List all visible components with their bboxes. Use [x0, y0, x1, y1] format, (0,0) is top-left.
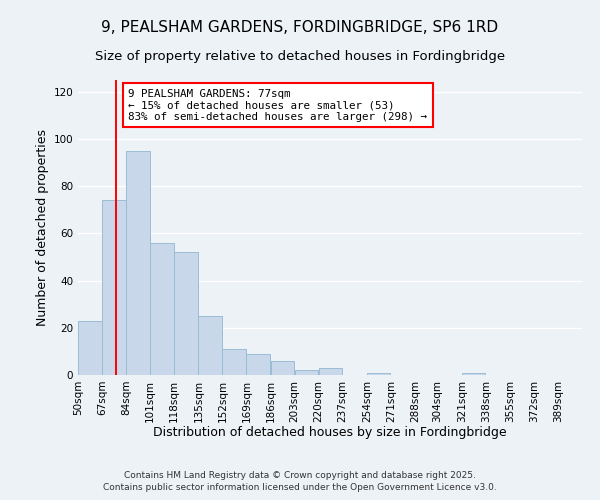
- Bar: [295, 370, 318, 375]
- Bar: [271, 361, 294, 375]
- Y-axis label: Number of detached properties: Number of detached properties: [36, 129, 49, 326]
- X-axis label: Distribution of detached houses by size in Fordingbridge: Distribution of detached houses by size …: [153, 426, 507, 439]
- Bar: [199, 316, 222, 375]
- Bar: [150, 243, 174, 375]
- Bar: [174, 252, 198, 375]
- Bar: [126, 151, 150, 375]
- Bar: [102, 200, 126, 375]
- Bar: [461, 372, 485, 375]
- Text: Contains public sector information licensed under the Open Government Licence v3: Contains public sector information licen…: [103, 484, 497, 492]
- Bar: [223, 349, 246, 375]
- Bar: [319, 368, 343, 375]
- Bar: [247, 354, 270, 375]
- Bar: [367, 372, 391, 375]
- Text: Size of property relative to detached houses in Fordingbridge: Size of property relative to detached ho…: [95, 50, 505, 63]
- Bar: [78, 320, 101, 375]
- Text: Contains HM Land Registry data © Crown copyright and database right 2025.: Contains HM Land Registry data © Crown c…: [124, 471, 476, 480]
- Text: 9 PEALSHAM GARDENS: 77sqm
← 15% of detached houses are smaller (53)
83% of semi-: 9 PEALSHAM GARDENS: 77sqm ← 15% of detac…: [128, 89, 427, 122]
- Text: 9, PEALSHAM GARDENS, FORDINGBRIDGE, SP6 1RD: 9, PEALSHAM GARDENS, FORDINGBRIDGE, SP6 …: [101, 20, 499, 35]
